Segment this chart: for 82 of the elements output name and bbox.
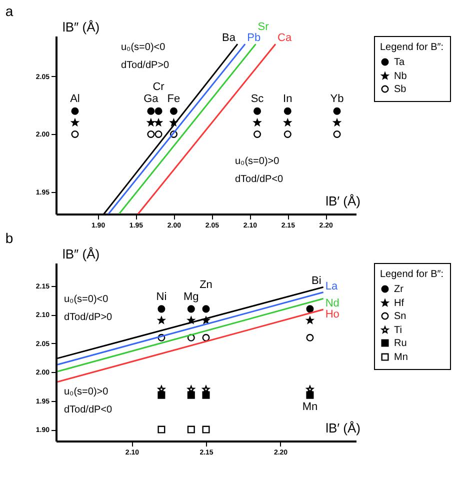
point: [254, 107, 262, 115]
point: [187, 426, 195, 434]
point: [306, 386, 314, 392]
point: [306, 334, 314, 342]
annotation: u₀(s=0)>0: [235, 156, 280, 167]
legend-label: Mn: [394, 352, 408, 363]
point: [170, 107, 178, 115]
point: [306, 316, 314, 324]
annotation: Mn: [302, 401, 318, 414]
point: [254, 130, 262, 138]
legend-label: Ru: [394, 338, 407, 349]
point: [284, 118, 292, 126]
series-label: Bi: [312, 275, 322, 288]
legend-label: Sn: [394, 311, 406, 322]
point: [202, 334, 210, 342]
annotation: Cr: [152, 81, 165, 94]
point: [254, 118, 261, 126]
legend-label: Ti: [394, 325, 402, 336]
point: [147, 118, 155, 126]
annotation: u₀(s=0)>0: [64, 386, 109, 398]
point: [154, 118, 162, 126]
point: [202, 391, 210, 399]
annotation: dTod/dP>0: [64, 312, 113, 323]
point: [333, 118, 341, 126]
point: [158, 386, 166, 392]
annotation: Zn: [200, 278, 212, 291]
annotation: u₀(s=0)<0: [121, 42, 166, 53]
legend-label: Nb: [394, 71, 408, 82]
legend-label: Sb: [394, 84, 407, 95]
point: [333, 130, 341, 138]
point: [306, 391, 314, 399]
chart-title: b: [5, 230, 14, 246]
point: [202, 386, 210, 392]
annotation: Ga: [144, 93, 160, 106]
annotation: Fe: [167, 93, 180, 106]
annotation: dTod/dP<0: [64, 404, 113, 416]
point: [158, 426, 166, 434]
series-label: Ba: [222, 32, 236, 44]
point: [154, 107, 162, 115]
point: [333, 107, 341, 115]
chart-title: a: [5, 3, 14, 19]
x-axis-title: lB′ (Å): [326, 194, 360, 208]
annotation: Sc: [250, 93, 264, 106]
point: [71, 118, 79, 126]
legend-title: Legend for B″:: [380, 42, 444, 53]
point: [71, 107, 79, 115]
legend-label: Ta: [394, 57, 405, 68]
point: [158, 316, 166, 324]
point: [284, 107, 292, 115]
annotation: dTod/dP<0: [235, 174, 284, 185]
y-axis-title: lB″ (Å): [62, 20, 100, 34]
point: [306, 305, 314, 313]
point: [158, 305, 166, 313]
series-label: Nd: [325, 298, 340, 310]
legend-label: Hf: [394, 298, 404, 309]
legend-title: Legend for B″:: [380, 269, 444, 280]
y-axis-title: lB″ (Å): [62, 246, 100, 262]
series-label: Pb: [247, 32, 261, 44]
annotation: Al: [70, 93, 80, 106]
point: [147, 107, 155, 115]
series-label: Sr: [258, 21, 270, 34]
point: [187, 391, 195, 399]
series-label: Ho: [325, 308, 340, 321]
series-label: La: [325, 280, 338, 292]
point: [71, 130, 79, 138]
annotation: Yb: [330, 93, 344, 106]
annotation: dTod/dP>0: [121, 60, 170, 71]
point: [158, 391, 166, 399]
series-label: Ca: [277, 32, 292, 44]
point: [187, 305, 195, 313]
point: [147, 130, 155, 138]
x-axis-title: lB′ (Å): [326, 420, 360, 436]
point: [202, 305, 210, 313]
point: [202, 426, 210, 434]
point: [154, 130, 162, 138]
annotation: u₀(s=0)<0: [64, 294, 109, 305]
annotation: Ni: [156, 290, 167, 303]
point: [284, 130, 292, 138]
legend-label: Zr: [394, 284, 404, 295]
annotation: Mg: [184, 290, 199, 303]
point: [188, 386, 195, 392]
annotation: In: [283, 93, 292, 106]
